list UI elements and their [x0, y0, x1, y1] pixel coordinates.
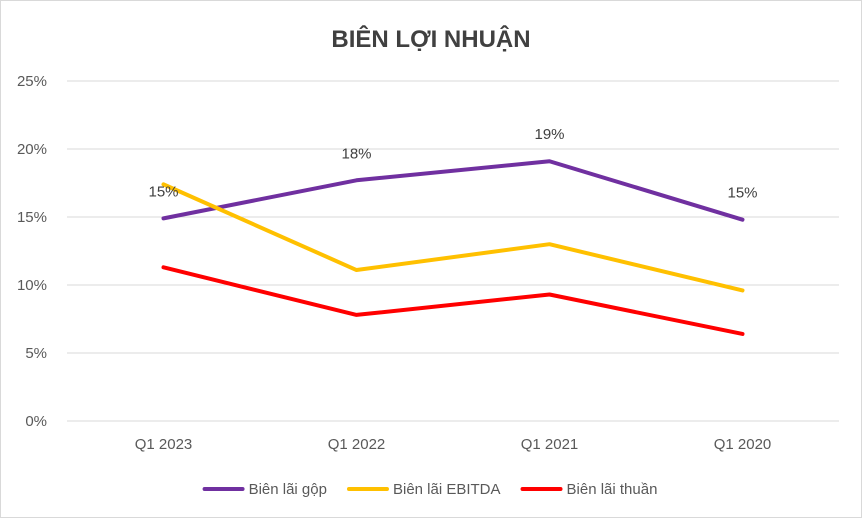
legend-label: Biên lãi EBITDA — [393, 481, 501, 498]
x-tick-label: Q1 2021 — [521, 436, 579, 453]
x-tick-label: Q1 2022 — [328, 436, 386, 453]
series-line — [161, 182, 745, 293]
series-lines — [161, 159, 745, 336]
legend-label: Biên lãi gộp — [249, 481, 327, 498]
series-line — [161, 159, 745, 222]
gridlines — [67, 80, 839, 422]
legend-label: Biên lãi thuần — [567, 481, 658, 498]
y-tick-label: 5% — [25, 345, 47, 362]
data-label: 15% — [148, 183, 178, 200]
legend: Biên lãi gộp Biên lãi EBITDA Biên lãi thuầ… — [202, 481, 658, 498]
y-tick-label: 25% — [17, 73, 47, 90]
legend-item: Biên lãi thuần — [520, 481, 658, 498]
x-tick-label: Q1 2023 — [135, 436, 193, 453]
y-tick-label: 15% — [17, 209, 47, 226]
legend-item: Biên lãi EBITDA — [346, 481, 501, 498]
data-label: 19% — [534, 126, 564, 143]
x-tick-label: Q1 2020 — [714, 436, 772, 453]
y-tick-label: 0% — [25, 413, 47, 430]
chart-title: BIÊN LỢI NHUẬN — [331, 25, 530, 53]
data-label: 15% — [727, 185, 757, 202]
series-line — [161, 265, 745, 336]
y-tick-label: 20% — [17, 141, 47, 158]
y-axis-ticks: 0% 5% 10% 15% 20% 25% — [17, 73, 47, 430]
data-labels: 15% 18% 19% 15% — [148, 126, 757, 201]
x-axis-ticks: Q1 2023 Q1 2022 Q1 2021 Q1 2020 — [135, 436, 772, 453]
data-label: 18% — [341, 145, 371, 162]
legend-item: Biên lãi gộp — [202, 481, 327, 498]
y-tick-label: 10% — [17, 277, 47, 294]
